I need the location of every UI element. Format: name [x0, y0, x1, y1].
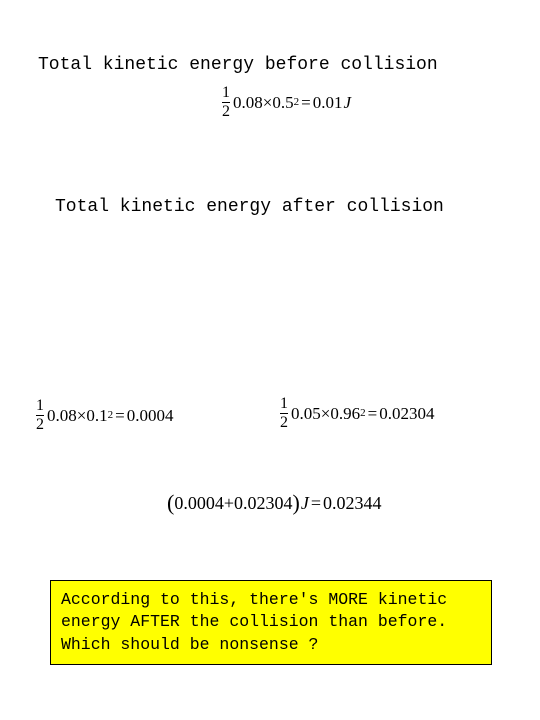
heading-before: Total kinetic energy before collision [38, 55, 438, 75]
highlight-line-3: Which should be nonsense ? [61, 634, 481, 656]
velocity: 0.5 [272, 93, 293, 113]
times-symbol: × [321, 404, 331, 424]
plus-symbol: + [224, 493, 234, 514]
exponent: 2 [108, 409, 114, 421]
mass: 0.08 [233, 93, 263, 113]
denominator: 2 [222, 102, 230, 120]
mass: 0.08 [47, 406, 77, 426]
numerator: 1 [280, 396, 288, 413]
unit: J [343, 93, 351, 113]
equals-symbol: = [368, 404, 378, 424]
highlight-line-1: According to this, there's MORE kinetic [61, 589, 481, 611]
result: 0.02344 [323, 493, 382, 514]
denominator: 2 [36, 415, 44, 433]
exponent: 2 [360, 407, 366, 419]
velocity: 0.1 [86, 406, 107, 426]
equals-symbol: = [311, 493, 321, 514]
velocity: 0.96 [330, 404, 360, 424]
highlight-line-2: energy AFTER the collision than before. [61, 611, 481, 633]
equation-before: 1 2 0.08 × 0.52 = 0.01J [222, 85, 351, 120]
mass: 0.05 [291, 404, 321, 424]
term-a: 0.0004 [174, 493, 224, 514]
exponent: 2 [294, 96, 300, 108]
paren-close: ) [292, 490, 299, 516]
equation-body: 0.05 × 0.962 = 0.02304 [291, 404, 434, 424]
equation-sum: (0.0004 + 0.02304)J = 0.02344 [167, 490, 381, 516]
result: 0.01 [313, 93, 343, 113]
equation-after-1: 1 2 0.08 × 0.12 = 0.0004 [36, 398, 173, 433]
paren-open: ( [167, 490, 174, 516]
result: 0.02304 [379, 404, 434, 424]
term-b: 0.02304 [234, 493, 293, 514]
fraction: 1 2 [280, 396, 288, 431]
equation-after-2: 1 2 0.05 × 0.962 = 0.02304 [280, 396, 434, 431]
fraction: 1 2 [222, 85, 230, 120]
denominator: 2 [280, 413, 288, 431]
equation-body: 0.08 × 0.52 = 0.01J [233, 93, 351, 113]
result: 0.0004 [127, 406, 174, 426]
times-symbol: × [263, 93, 273, 113]
highlight-note: According to this, there's MORE kinetic … [50, 580, 492, 665]
equation-body: 0.08 × 0.12 = 0.0004 [47, 406, 173, 426]
heading-after: Total kinetic energy after collision [55, 197, 444, 217]
numerator: 1 [36, 398, 44, 415]
times-symbol: × [77, 406, 87, 426]
unit: J [301, 493, 309, 514]
numerator: 1 [222, 85, 230, 102]
equals-symbol: = [115, 406, 125, 426]
equation-body: (0.0004 + 0.02304)J = 0.02344 [167, 490, 381, 516]
equals-symbol: = [301, 93, 311, 113]
fraction: 1 2 [36, 398, 44, 433]
